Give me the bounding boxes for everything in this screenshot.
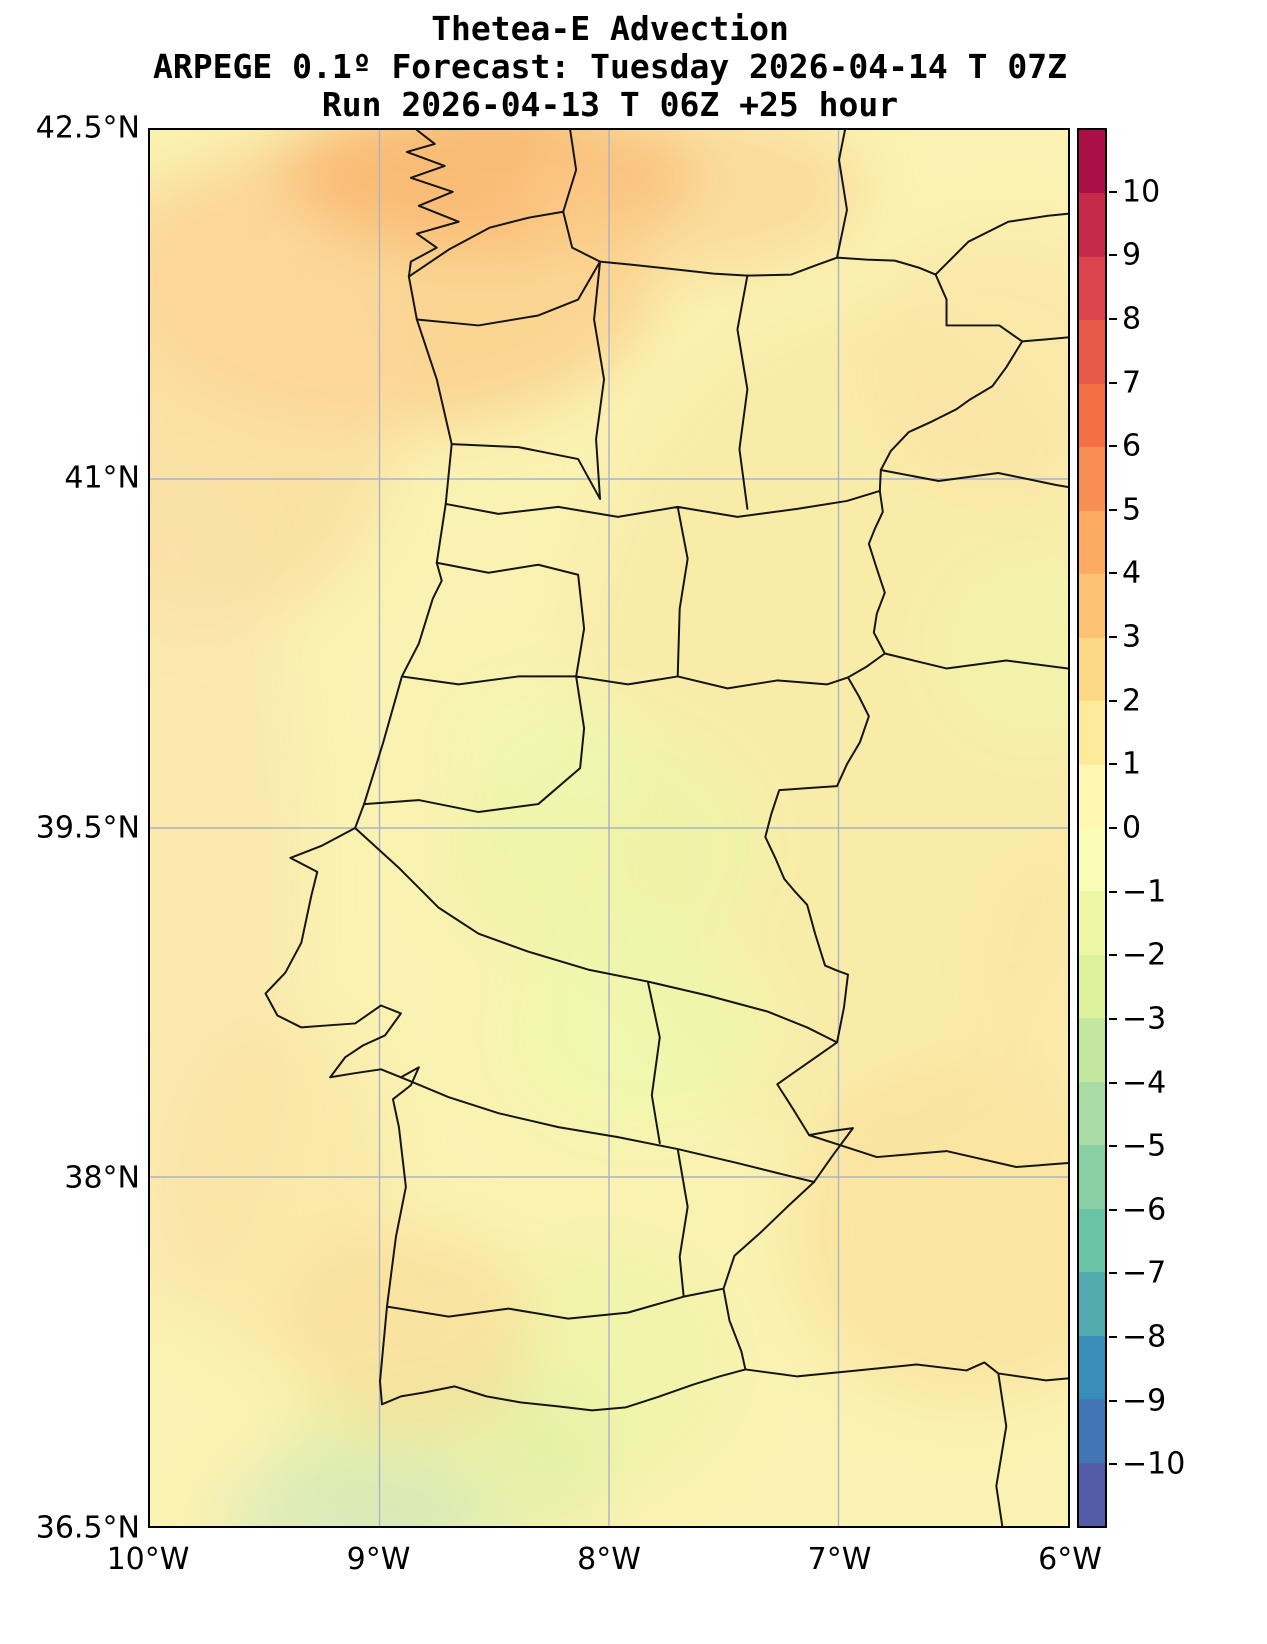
colorbar-segment bbox=[1079, 256, 1105, 321]
colorbar-tick-mark bbox=[1109, 572, 1117, 575]
colorbar-segment bbox=[1079, 510, 1105, 575]
colorbar-tick-label: 1 bbox=[1122, 746, 1142, 782]
colorbar-segment bbox=[1079, 447, 1105, 511]
colorbar-tick-mark bbox=[1109, 827, 1117, 829]
colorbar-tick-mark bbox=[1109, 254, 1117, 257]
colorbar-segment bbox=[1079, 827, 1105, 892]
y-tick-label: 36.5°N bbox=[35, 1510, 140, 1546]
plot-subtitle-forecast: ARPEGE 0.1º Forecast: Tuesday 2026-04-14… bbox=[153, 47, 1067, 86]
plot-title: Thetea-E Advection bbox=[431, 9, 789, 48]
coastline-path bbox=[264, 130, 747, 1412]
colorbar-segment bbox=[1079, 1399, 1105, 1463]
colorbar-tick-mark bbox=[1109, 508, 1117, 511]
colorbar-segment bbox=[1079, 701, 1105, 765]
colorbar-tick-label: −1 bbox=[1122, 874, 1167, 910]
colorbar-tick-label: 10 bbox=[1122, 174, 1161, 210]
colorbar-tick-mark bbox=[1109, 1399, 1117, 1402]
colorbar-tick-label: 4 bbox=[1122, 555, 1142, 591]
colorbar-tick-mark bbox=[1109, 1017, 1117, 1020]
colorbar-tick-label: 3 bbox=[1122, 619, 1142, 655]
contour-fills bbox=[150, 130, 1068, 1526]
y-tick-label: 38°N bbox=[64, 1160, 140, 1196]
colorbar-tick-mark bbox=[1109, 699, 1117, 702]
colorbar-segment bbox=[1079, 1018, 1105, 1082]
colorbar-tick-mark bbox=[1109, 1145, 1117, 1148]
colorbar-tick-label: −10 bbox=[1122, 1446, 1186, 1482]
colorbar-tick-mark bbox=[1109, 317, 1117, 320]
colorbar-tick-mark bbox=[1109, 1463, 1117, 1466]
colorbar-segment bbox=[1079, 637, 1105, 702]
colorbar-tick-label: −6 bbox=[1122, 1192, 1167, 1228]
spain-province-boundaries-path bbox=[562, 130, 1068, 1526]
colorbar-tick-mark bbox=[1109, 890, 1117, 893]
colorbar-tick-label: −8 bbox=[1122, 1319, 1167, 1355]
colorbar-tick-label: 8 bbox=[1122, 301, 1142, 337]
x-tick-label: 6°W bbox=[1038, 1542, 1102, 1577]
colorbar-segment bbox=[1079, 1272, 1105, 1336]
colorbar-tick-label: −5 bbox=[1122, 1128, 1167, 1164]
colorbar-segment bbox=[1079, 1462, 1105, 1526]
map-plot bbox=[148, 128, 1070, 1528]
colorbar-segment bbox=[1079, 1145, 1105, 1209]
y-tick-label: 39.5°N bbox=[35, 810, 140, 846]
colorbar-tick-label: 0 bbox=[1122, 810, 1142, 846]
colorbar-segment bbox=[1079, 193, 1105, 257]
gridlines bbox=[150, 130, 1068, 1526]
colorbar-tick-label: 9 bbox=[1122, 237, 1142, 273]
colorbar-tick-label: 2 bbox=[1122, 683, 1142, 719]
colorbar-segment bbox=[1079, 891, 1105, 955]
x-tick-label: 10°W bbox=[106, 1542, 190, 1577]
colorbar-segment bbox=[1079, 130, 1105, 194]
colorbar-tick-mark bbox=[1109, 1336, 1117, 1339]
colorbar-tick-mark bbox=[1109, 636, 1117, 639]
x-tick-label: 9°W bbox=[346, 1542, 411, 1577]
colorbar-tick-label: −7 bbox=[1122, 1255, 1167, 1291]
colorbar-tick-label: −9 bbox=[1122, 1383, 1167, 1419]
colorbar-tick-mark bbox=[1109, 954, 1117, 957]
colorbar-segment bbox=[1079, 574, 1105, 638]
colorbar-tick-mark bbox=[1109, 763, 1117, 766]
colorbar-tick-label: −3 bbox=[1122, 1001, 1167, 1037]
colorbar-tick-mark bbox=[1109, 445, 1117, 448]
colorbar-tick-label: 5 bbox=[1122, 492, 1142, 528]
spain-border-path bbox=[407, 210, 1024, 1371]
district-boundaries-path bbox=[354, 260, 881, 1320]
colorbar-segments bbox=[1079, 130, 1105, 1526]
colorbar-tick-label: 6 bbox=[1122, 428, 1142, 464]
colorbar-tick-label: 7 bbox=[1122, 365, 1142, 401]
colorbar-tick-mark bbox=[1109, 190, 1117, 193]
y-tick-label: 42.5°N bbox=[35, 110, 140, 146]
title-block: Thetea-E Advection ARPEGE 0.1º Forecast:… bbox=[0, 10, 1220, 124]
colorbar-tick-mark bbox=[1109, 1272, 1117, 1275]
colorbar bbox=[1077, 128, 1107, 1528]
colorbar-segment bbox=[1079, 1081, 1105, 1146]
colorbar-tick-label: −4 bbox=[1122, 1065, 1167, 1101]
colorbar-tick-label: −2 bbox=[1122, 937, 1167, 973]
colorbar-segment bbox=[1079, 383, 1105, 448]
y-tick-label: 41°N bbox=[64, 460, 140, 496]
x-tick-label: 8°W bbox=[577, 1542, 641, 1577]
colorbar-tick-mark bbox=[1109, 1208, 1117, 1211]
colorbar-tick-mark bbox=[1109, 381, 1117, 384]
colorbar-tick-mark bbox=[1109, 1081, 1117, 1084]
x-tick-label: 7°W bbox=[807, 1542, 872, 1577]
map-svg bbox=[150, 130, 1068, 1526]
colorbar-segment bbox=[1079, 764, 1105, 828]
boundaries bbox=[264, 130, 1068, 1526]
plot-subtitle-run: Run 2026-04-13 T 06Z +25 hour bbox=[321, 85, 899, 124]
colorbar-segment bbox=[1079, 954, 1105, 1019]
colorbar-segment bbox=[1079, 320, 1105, 384]
colorbar-segment bbox=[1079, 1335, 1105, 1400]
colorbar-segment bbox=[1079, 1208, 1105, 1273]
